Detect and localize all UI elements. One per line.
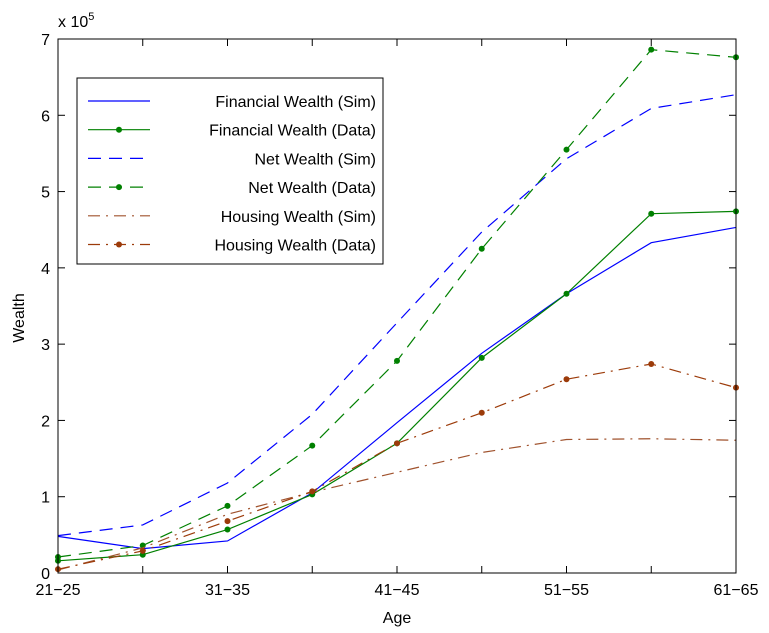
- legend-marker-6: [116, 241, 122, 248]
- data-point: [139, 547, 146, 554]
- legend-marker-2: [116, 126, 122, 133]
- data-point: [224, 518, 231, 525]
- series-layer: [55, 46, 739, 573]
- x-axis-label: Age: [383, 610, 412, 627]
- legend-label-2: Financial Wealth (Data): [209, 123, 376, 140]
- data-point: [394, 357, 400, 364]
- data-point: [478, 245, 485, 252]
- legend-marker-4: [116, 184, 122, 191]
- y-tick-label: 4: [41, 261, 50, 278]
- series-line-3: [57, 94, 737, 537]
- data-point: [309, 442, 316, 449]
- data-point: [478, 409, 485, 416]
- data-point: [224, 502, 231, 509]
- legend: Financial Wealth (Sim) Financial Wealth (…: [76, 77, 384, 265]
- data-point: [309, 488, 316, 495]
- x-tick-label: 21−25: [36, 582, 81, 599]
- y-tick-label: 2: [41, 413, 50, 430]
- data-point: [648, 360, 655, 367]
- data-point: [394, 440, 400, 447]
- y-axis-multiplier: x 105: [58, 11, 94, 31]
- x-tick-label: 31−35: [205, 582, 250, 599]
- x-tick-label: 41−45: [375, 582, 420, 599]
- y-tick-label: 7: [41, 32, 50, 49]
- data-point: [563, 146, 570, 153]
- y-axis-multiplier-exponent: 5: [88, 11, 94, 23]
- legend-label-1: Financial Wealth (Sim): [215, 94, 376, 111]
- data-point: [648, 210, 655, 217]
- y-tick-label: 1: [41, 490, 50, 507]
- x-tick-label: 61−65: [714, 582, 759, 599]
- axes-layer: 0 1 2 3 4 5 6 7 21−25 31−35 41−45 51−55 61−65: [36, 32, 759, 599]
- y-tick-label: 3: [41, 337, 50, 354]
- y-axis-label: Wealth: [11, 293, 28, 343]
- x-tick-label: 51−55: [544, 582, 589, 599]
- legend-label-3: Net Wealth (Sim): [254, 151, 376, 168]
- legend-label-4: Net Wealth (Data): [248, 180, 376, 197]
- legend-label-6: Housing Wealth (Data): [214, 238, 376, 255]
- data-point: [563, 290, 570, 297]
- series-line-6: [57, 363, 737, 570]
- y-tick-label: 0: [41, 566, 50, 583]
- y-tick-label: 5: [41, 185, 50, 202]
- legend-box: [76, 77, 384, 265]
- data-point: [478, 354, 485, 361]
- data-point: [224, 526, 231, 533]
- data-point: [648, 46, 655, 53]
- series-line-5: [57, 438, 737, 571]
- data-point: [563, 376, 570, 383]
- legend-label-5: Housing Wealth (Sim): [221, 209, 376, 226]
- y-tick-label: 6: [41, 108, 50, 125]
